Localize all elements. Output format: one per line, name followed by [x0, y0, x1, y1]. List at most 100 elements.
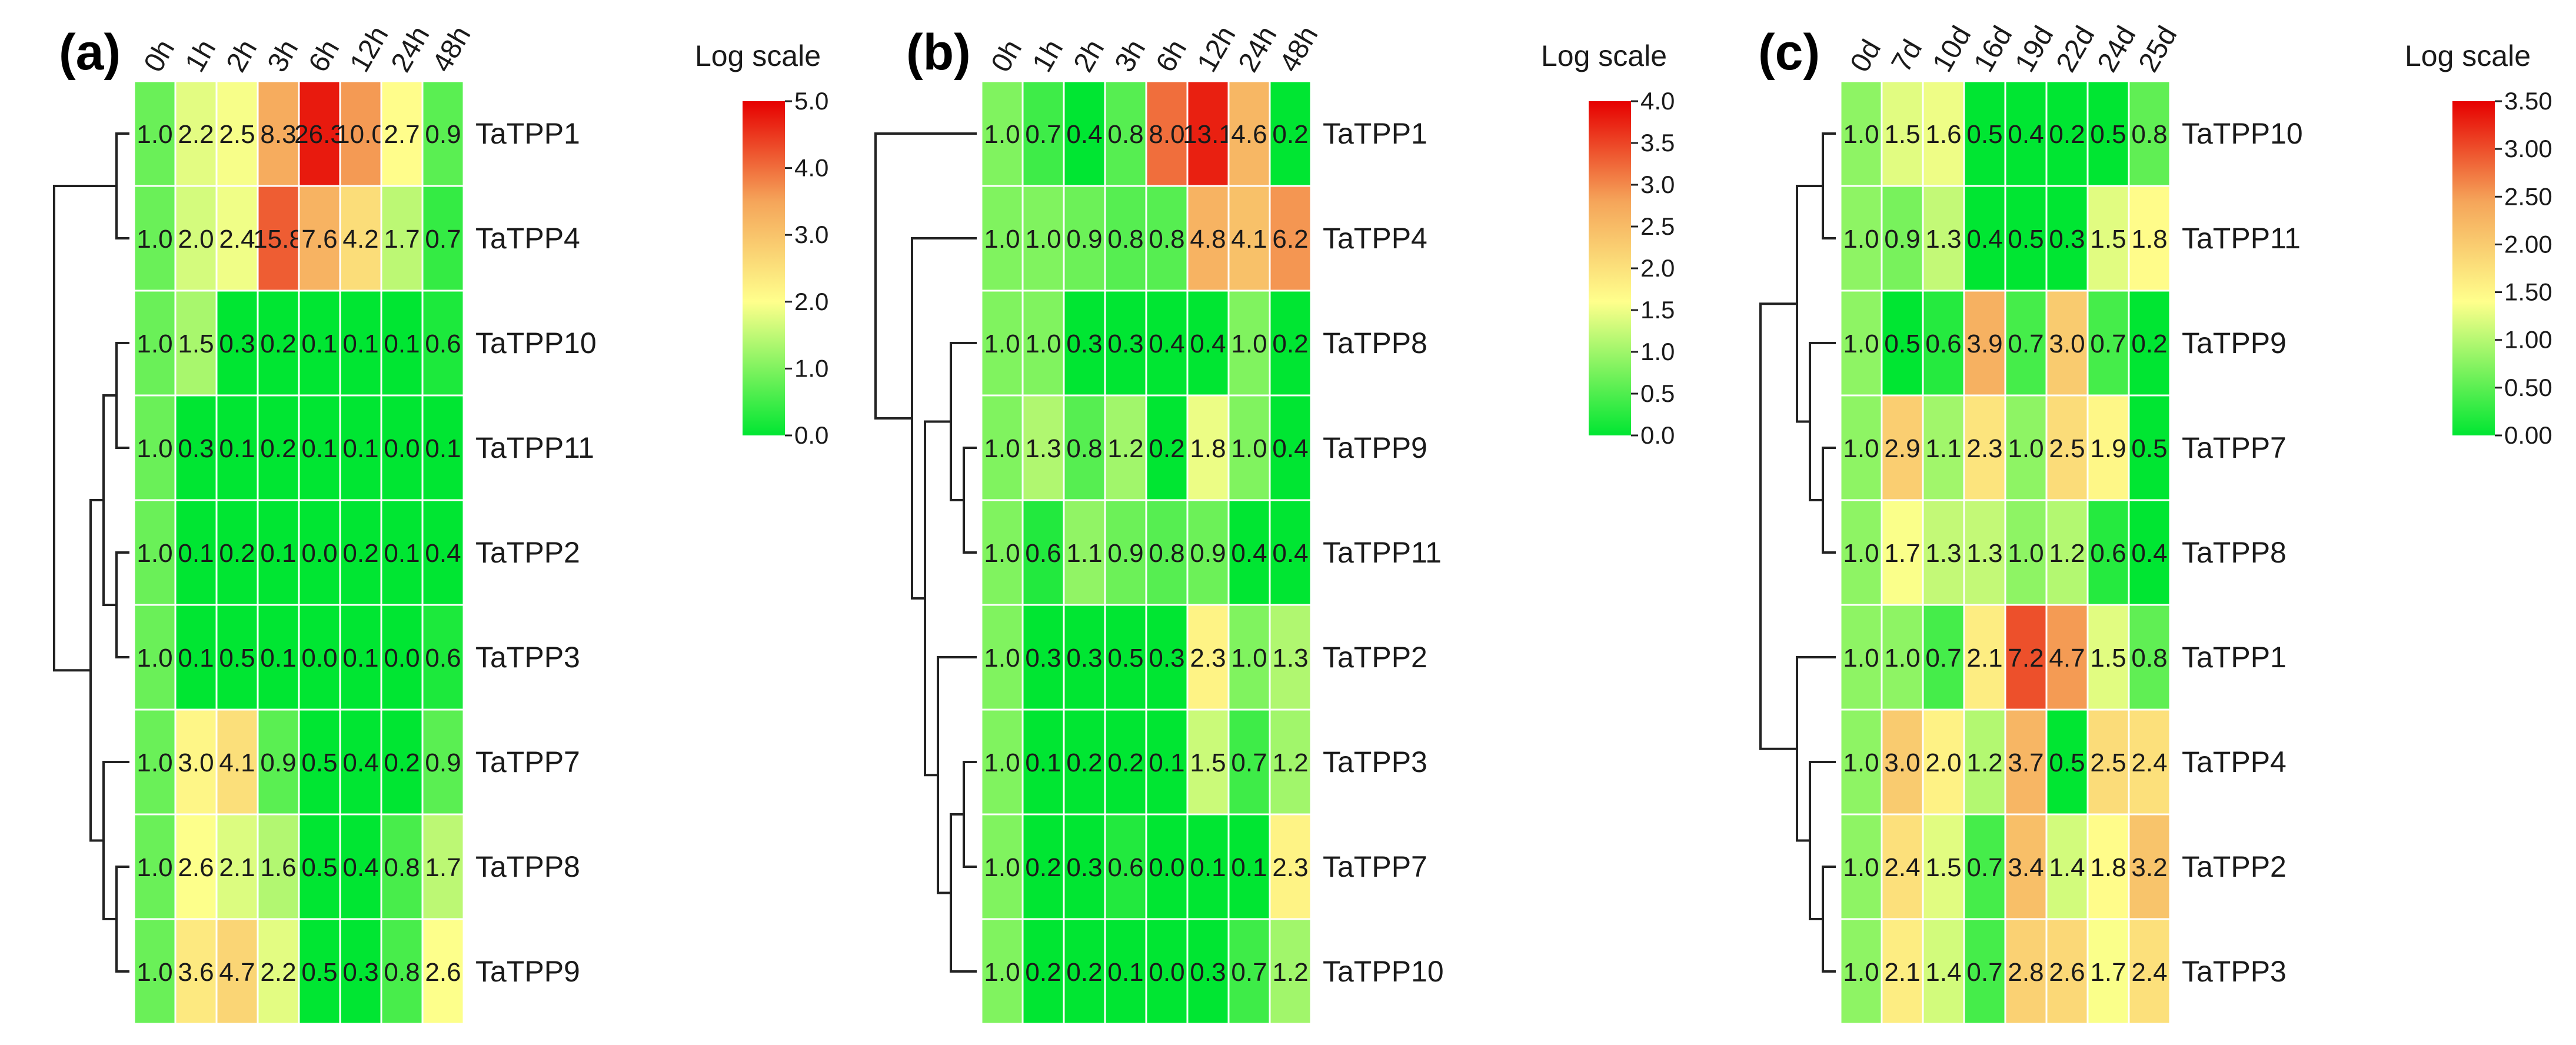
cell-value: 1.0 [1843, 958, 1879, 987]
heatmap-cell [1922, 708, 1965, 816]
cell-value: 2.1 [1966, 644, 2002, 673]
cell-value: 1.7 [384, 225, 420, 254]
heatmap-cell [1839, 394, 1883, 501]
heatmap-cell [133, 708, 177, 816]
heatmap-cell [1186, 80, 1230, 187]
cell-value: 8.0 [1149, 120, 1184, 149]
colorbar-tick-label: 3.0 [794, 221, 828, 248]
cell-value: 0.1 [1231, 853, 1267, 882]
cell-value: 0.1 [1107, 958, 1143, 987]
heatmap-cell [1269, 708, 1312, 816]
heatmap-cell [1145, 918, 1189, 1025]
dendrogram [1759, 132, 1836, 973]
column-label: 1h [1027, 35, 1070, 78]
cell-value: 1.0 [984, 434, 1020, 463]
heatmap-cell [421, 394, 465, 501]
cell-value: 1.0 [1843, 120, 1879, 149]
heatmap-cell [339, 813, 382, 920]
heatmap-cell [174, 708, 218, 816]
row-label: TaTPP10 [2182, 117, 2303, 150]
cell-value: 1.0 [984, 120, 1020, 149]
heatmap-cell [1104, 394, 1147, 501]
colorbar-tick-label: 0.50 [2504, 374, 2552, 401]
heatmap-cell [1021, 604, 1065, 711]
cell-value: 1.0 [1843, 853, 1879, 882]
heatmap-cell [2128, 185, 2171, 292]
heatmap-cell [2045, 708, 2089, 816]
cell-value: 0.9 [1190, 539, 1226, 568]
cell-value: 4.6 [1231, 120, 1267, 149]
cell-value: 2.1 [1884, 958, 1920, 987]
cell-value: 0.1 [219, 434, 255, 463]
heatmap-cell [339, 394, 382, 501]
heatmap-cell [1063, 813, 1106, 920]
cell-value: 1.0 [1231, 644, 1267, 673]
cell-value: 1.0 [1843, 225, 1879, 254]
heatmap-cell [1104, 918, 1147, 1025]
heatmap-cell [421, 604, 465, 711]
cell-value: 2.3 [1272, 853, 1308, 882]
colorbar-tick-label: 2.5 [1640, 212, 1675, 240]
cell-value: 15.8 [253, 225, 304, 254]
cell-value: 7.2 [2008, 644, 2044, 673]
heatmap-cell [1021, 394, 1065, 501]
heatmap-cell [1881, 604, 1924, 711]
colorbar-title: Log scale [695, 39, 821, 72]
heatmap-cell [215, 604, 259, 711]
heatmap-cell [1104, 80, 1147, 187]
cell-value: 2.6 [425, 958, 461, 987]
heatmap-cell [298, 918, 341, 1025]
cell-value: 0.5 [2131, 434, 2167, 463]
column-label: 0h [138, 35, 181, 78]
cell-value: 0.3 [219, 330, 255, 358]
heatmap-cell [2086, 499, 2130, 606]
heatmap-cell [1186, 499, 1230, 606]
heatmap-cell [215, 918, 259, 1025]
heatmap-cell [1839, 604, 1883, 711]
cell-value: 0.6 [425, 330, 461, 358]
dendrogram-branch [115, 132, 129, 239]
row-label: TaTPP2 [475, 536, 580, 569]
row-label: TaTPP9 [475, 955, 580, 988]
cell-value: 1.0 [1843, 434, 1879, 463]
heatmap-cell [1269, 813, 1312, 920]
heatmap-cell [2004, 813, 2048, 920]
cell-value: 0.2 [1107, 748, 1143, 777]
cell-value: 0.2 [1025, 958, 1061, 987]
cell-value: 0.4 [2008, 120, 2044, 149]
heatmap-cell [980, 604, 1024, 711]
cell-value: 0.1 [342, 644, 378, 673]
heatmap-cell [2128, 289, 2171, 397]
heatmap-cell [1269, 80, 1312, 187]
colorbar-tick-label: 5.0 [794, 87, 828, 115]
cell-value: 0.7 [1966, 853, 2002, 882]
cell-value: 0.8 [1149, 225, 1184, 254]
cell-value: 1.6 [260, 853, 296, 882]
cell-value: 1.2 [1107, 434, 1143, 463]
heatmap-panel-a: (a)1.0 2.2 2.5 8.326.310.02.7 0.91.0 2.0 2.415… [53, 21, 828, 1025]
cell-value: 2.4 [2131, 958, 2167, 987]
cell-value: 1.0 [137, 748, 172, 777]
heatmap-cell [1227, 813, 1271, 920]
cell-value: 0.1 [260, 644, 296, 673]
cell-value: 2.5 [2090, 748, 2126, 777]
cell-value: 1.0 [1843, 330, 1879, 358]
heatmap-cell [1145, 499, 1189, 606]
colorbar [1589, 101, 1631, 435]
colorbar [743, 101, 785, 435]
cell-value: 3.6 [178, 958, 214, 987]
heatmap-cell [298, 185, 341, 292]
cell-value: 1.3 [1966, 539, 2002, 568]
cell-value: 0.4 [2131, 539, 2167, 568]
heatmap-cell [174, 185, 218, 292]
heatmap-cell [174, 289, 218, 397]
heatmap-cell [1963, 499, 2006, 606]
heatmap-cell [298, 604, 341, 711]
row-label: TaTPP3 [2182, 955, 2287, 988]
colorbar-tick-label: 3.00 [2504, 135, 2552, 162]
cell-value: 1.2 [2049, 539, 2085, 568]
heatmap-cell [1839, 918, 1883, 1025]
heatmap-cell [380, 185, 424, 292]
cell-value: 1.7 [425, 853, 461, 882]
